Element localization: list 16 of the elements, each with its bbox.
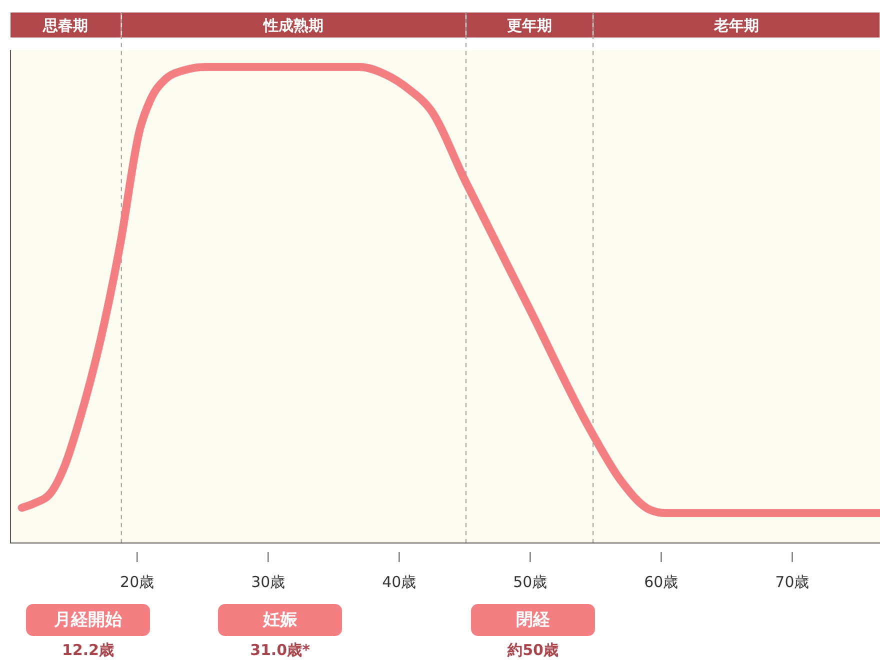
text: 約50歳 bbox=[506, 641, 560, 660]
band-label: 老年期 bbox=[713, 16, 760, 34]
x-tick-label: 20歳 bbox=[120, 573, 154, 591]
x-tick-label: 50歳 bbox=[513, 573, 548, 591]
x-tick-label: 40歳 bbox=[382, 573, 416, 591]
text: 閉経 bbox=[471, 604, 595, 636]
band-label: 思春期 bbox=[42, 16, 88, 34]
text: 31.0歳* bbox=[249, 641, 311, 660]
text: 妊娠 bbox=[218, 604, 342, 636]
text: 12.2歳 bbox=[60, 641, 115, 660]
text: 月経開始 bbox=[26, 604, 150, 636]
band-label: 更年期 bbox=[507, 16, 552, 34]
x-tick-label: 30歳 bbox=[251, 573, 286, 591]
x-tick-label: 70歳 bbox=[775, 573, 810, 591]
band-label: 性成熟期 bbox=[262, 16, 324, 34]
x-tick-label: 60歳 bbox=[644, 573, 678, 591]
